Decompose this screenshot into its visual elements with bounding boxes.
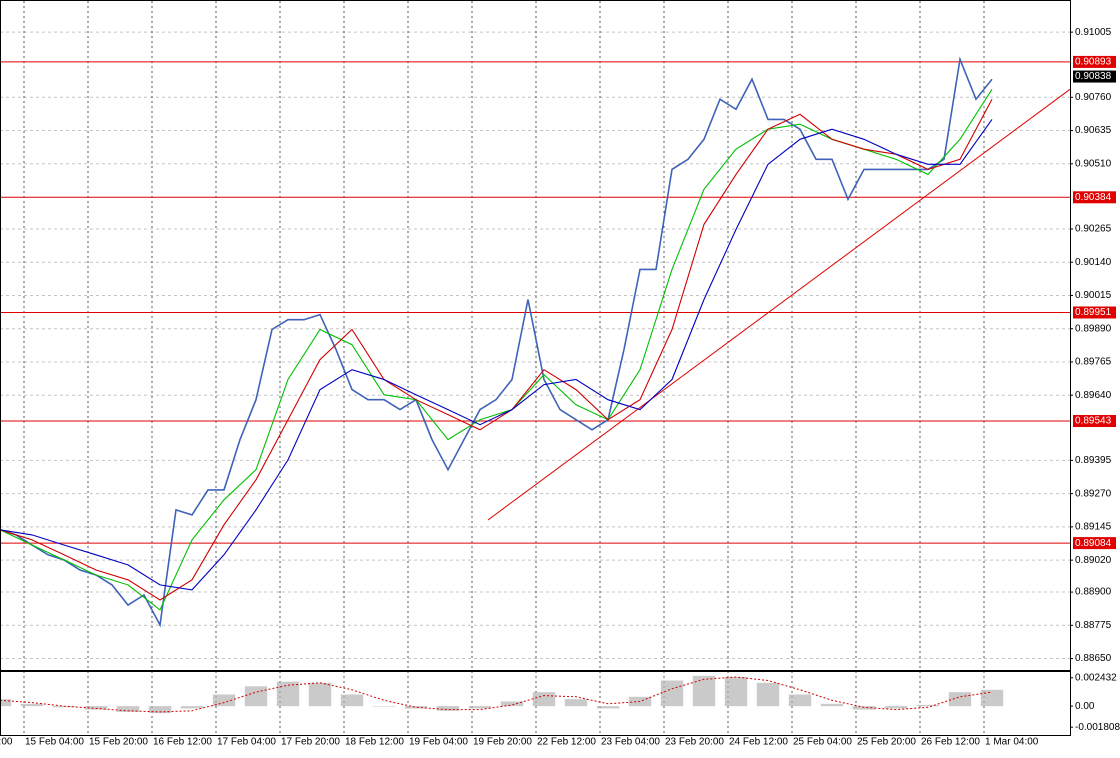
x-tick-label: 23 Feb 04:00 <box>601 737 660 748</box>
x-tick-label: 2:00 <box>0 737 13 748</box>
x-tick-label: 19 Feb 20:00 <box>473 737 532 748</box>
y-tick-label: 0.89640 <box>1075 390 1112 401</box>
y-tick-label: 0.90265 <box>1075 224 1112 235</box>
y-tick-label: -0.001808 <box>1075 722 1120 733</box>
histogram-bar <box>212 694 236 707</box>
y-tick-label: 0.89765 <box>1075 357 1112 368</box>
labels: 0.91005 0.90760 0.90635 0.90510 0.90265 0.901… <box>0 27 1120 748</box>
x-tick-label: 17 Feb 04:00 <box>217 737 276 748</box>
histogram-bar <box>820 703 844 707</box>
histogram-bar <box>756 682 780 707</box>
x-tick-label: 23 Feb 20:00 <box>665 737 724 748</box>
y-tick-label: 0.90140 <box>1075 257 1112 268</box>
y-tick-label: 0.89145 <box>1075 522 1112 533</box>
histogram-bar <box>116 706 140 712</box>
x-tick-label: 16 Feb 12:00 <box>153 737 212 748</box>
histogram-bar <box>884 706 908 709</box>
y-tick-label: 0.89270 <box>1075 488 1112 499</box>
histogram-bar <box>52 706 76 708</box>
y-tick-label: 0.002432 <box>1075 672 1117 683</box>
x-tick-label: 18 Feb 12:00 <box>345 737 404 748</box>
level-label-bg <box>1073 191 1116 204</box>
histogram-bar <box>0 699 12 707</box>
y-tick-label: 0.91005 <box>1075 27 1112 38</box>
y-tick-label: 0.00 <box>1075 701 1095 712</box>
level-label: 0.89084 <box>1075 538 1112 549</box>
trendline <box>487 88 1071 521</box>
histogram-bar <box>84 706 108 710</box>
y-tick-label: 0.90015 <box>1075 290 1112 301</box>
current-price-bg <box>1073 70 1116 83</box>
x-tick-label: 15 Feb 04:00 <box>25 737 84 748</box>
histogram-bar <box>596 706 620 709</box>
histogram-bar <box>372 706 396 707</box>
level-label-bg <box>1073 306 1116 319</box>
y-tick-label: 0.89890 <box>1075 323 1112 334</box>
x-tick-label: 26 Feb 12:00 <box>921 737 980 748</box>
histogram-bar <box>20 703 44 707</box>
main-panel-border <box>0 0 1071 671</box>
x-tick-label: 22 Feb 12:00 <box>537 737 596 748</box>
price-line <box>0 56 993 628</box>
histogram-bar <box>276 681 300 707</box>
level-label: 0.90893 <box>1075 57 1112 68</box>
y-tick-label: 0.88650 <box>1075 653 1112 664</box>
y-tick-label: 0.88775 <box>1075 620 1112 631</box>
histogram-bar <box>948 692 972 707</box>
histogram-bar <box>244 686 268 707</box>
y-tick-label: 0.89020 <box>1075 555 1112 566</box>
level-label-bg <box>1073 537 1116 550</box>
y-tick-label: 0.90635 <box>1075 125 1112 136</box>
marks <box>0 56 1071 714</box>
x-tick-label: 15 Feb 20:00 <box>89 737 148 748</box>
histogram-bar <box>404 706 428 709</box>
moving-average <box>0 119 993 591</box>
histogram-bar <box>148 706 172 714</box>
moving-average <box>0 98 993 601</box>
current-price-label: 0.90838 <box>1075 71 1112 82</box>
level-label: 0.90384 <box>1075 192 1112 203</box>
histogram-bar <box>468 706 492 709</box>
histogram-bar <box>308 682 332 707</box>
grid <box>0 1 1070 735</box>
y-tick-label: 0.90510 <box>1075 158 1112 169</box>
histogram-bar <box>180 706 204 709</box>
histogram-bar <box>564 699 588 707</box>
histogram-bar <box>692 675 716 707</box>
histogram-bar <box>916 704 940 707</box>
x-tick-label: 19 Feb 04:00 <box>409 737 468 748</box>
level-label: 0.89951 <box>1075 307 1112 318</box>
histogram-bar <box>852 706 876 710</box>
y-tick-label: 0.90760 <box>1075 92 1112 103</box>
x-tick-label: 24 Feb 12:00 <box>729 737 788 748</box>
signal-line <box>0 676 993 713</box>
histogram-bar <box>436 706 460 711</box>
moving-average <box>0 89 993 611</box>
level-label: 0.89543 <box>1075 416 1112 427</box>
y-tick-label: 0.89395 <box>1075 455 1112 466</box>
oscillator-panel-border <box>0 671 1071 736</box>
level-label-bg <box>1073 415 1116 428</box>
y-tick-label: 0.88900 <box>1075 587 1112 598</box>
x-tick-label: 1 Mar 04:00 <box>985 737 1039 748</box>
histogram-bar <box>788 694 812 707</box>
histogram-bar <box>532 692 556 707</box>
level-label-bg <box>1073 55 1116 68</box>
histogram-bar <box>340 694 364 707</box>
histogram-bar <box>724 677 748 707</box>
x-tick-label: 17 Feb 20:00 <box>281 737 340 748</box>
histogram-bar <box>660 680 684 707</box>
histogram-bar <box>500 701 524 707</box>
histogram-bar <box>980 689 1004 707</box>
x-tick-label: 25 Feb 20:00 <box>857 737 916 748</box>
x-tick-label: 25 Feb 04:00 <box>793 737 852 748</box>
